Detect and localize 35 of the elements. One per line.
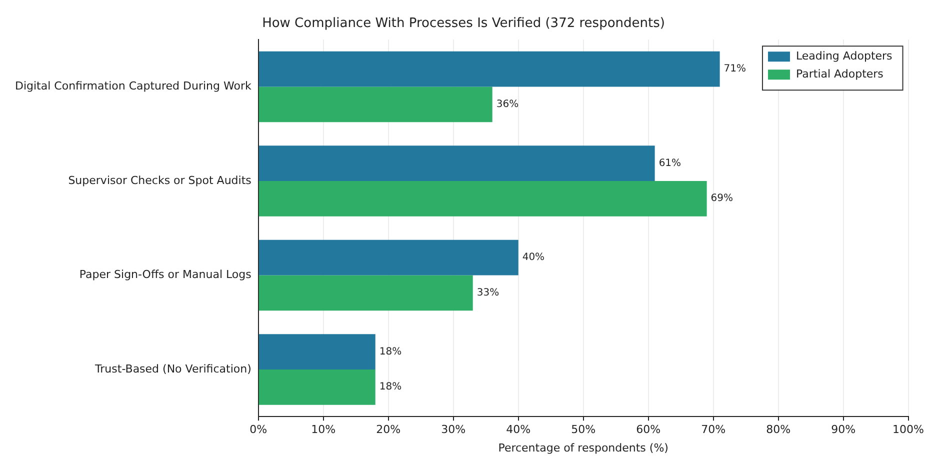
x-tick-label: 30%	[441, 423, 466, 436]
x-tick-label: 60%	[636, 423, 661, 436]
bar	[258, 51, 720, 87]
x-tick-label: 0%	[250, 423, 268, 436]
bar	[258, 180, 707, 216]
x-tick-label: 50%	[571, 423, 596, 436]
y-tick-label: Trust-Based (No Verification)	[94, 362, 252, 376]
data-label: 61%	[658, 158, 682, 169]
data-label: 40%	[522, 252, 545, 264]
x-tick-label: 80%	[766, 423, 791, 436]
x-tick-label: 10%	[311, 423, 336, 436]
data-label: 71%	[724, 64, 746, 75]
legend-label: Leading Adopters	[796, 49, 893, 62]
x-tick-label: 20%	[376, 423, 401, 436]
x-tick-label: 90%	[831, 423, 856, 436]
bar	[258, 86, 492, 122]
data-label: 36%	[496, 98, 519, 110]
data-label: 18%	[379, 382, 402, 393]
x-tick-label: 40%	[506, 423, 531, 436]
x-tick-label: 70%	[701, 423, 726, 436]
bar	[258, 369, 376, 405]
legend-label: Partial Adopters	[796, 67, 884, 80]
bar	[258, 275, 473, 311]
y-tick-label: Digital Confirmation Captured During Work	[14, 80, 252, 93]
data-label: 69%	[710, 193, 734, 204]
x-axis-title: Percentage of respondents (%)	[498, 441, 668, 454]
y-tick-label: Paper Sign-Offs or Manual Logs	[79, 268, 252, 282]
bar	[258, 146, 655, 181]
x-tick-label: 100%	[892, 423, 924, 436]
chart-title: How Compliance With Processes Is Verified (372 respondents)	[262, 16, 665, 32]
y-tick-label: Supervisor Checks or Spot Audits	[68, 174, 252, 187]
data-label: 33%	[476, 287, 500, 298]
data-label: 18%	[379, 346, 402, 358]
bar	[258, 240, 518, 276]
bar	[258, 334, 376, 370]
